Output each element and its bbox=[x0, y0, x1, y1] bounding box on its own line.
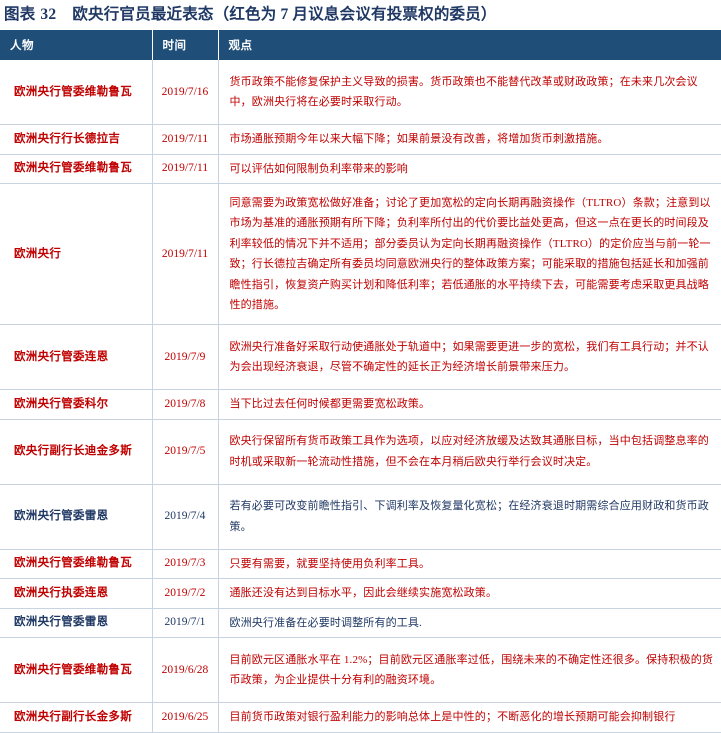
table-row: 欧洲央行管委雷恩 2019/7/1 欧洲央行准备在必要时调整所有的工具. bbox=[0, 608, 721, 638]
cell-view: 当下比过去任何时候都更需要宽松政策。 bbox=[218, 389, 721, 420]
cell-person: 欧洲央行 bbox=[0, 183, 153, 325]
cell-person: 欧央行副行长迪金多斯 bbox=[0, 419, 153, 485]
cell-person: 欧洲央行管委雷恩 bbox=[0, 608, 153, 638]
column-header-time: 时间 bbox=[152, 30, 219, 60]
table-row: 欧洲央行副行长金多斯 2019/6/25 目前货币政策对银行盈利能力的影响总体上是中… bbox=[0, 702, 721, 733]
cell-person: 欧洲央行管委维勒鲁瓦 bbox=[0, 60, 153, 125]
table-row: 欧洲央行管委维勒鲁瓦 2019/7/11 可以评估如何限制负利率带来的影响 bbox=[0, 154, 721, 184]
column-header-person: 人物 bbox=[0, 30, 153, 60]
table-row: 欧央行副行长迪金多斯 2019/7/5 欧央行保留所有货币政策工具作为选项，以应对经… bbox=[0, 419, 721, 485]
cell-view: 市场通胀预期今年以来大幅下降；如果前景没有改善，将增加货币刺激措施。 bbox=[218, 124, 721, 155]
table-row: 欧洲央行行长德拉吉 2019/7/11 市场通胀预期今年以来大幅下降；如果前景没有改… bbox=[0, 124, 721, 155]
table-header: 人物 时间 观点 bbox=[0, 30, 721, 60]
cell-view: 欧央行保留所有货币政策工具作为选项，以应对经济放缓及达致其通胀目标，当中包括调整… bbox=[218, 419, 721, 485]
cell-time: 2019/7/9 bbox=[152, 324, 219, 390]
table-row: 欧洲央行管委科尔 2019/7/8 当下比过去任何时候都更需要宽松政策。 bbox=[0, 389, 721, 420]
cell-time: 2019/6/25 bbox=[152, 702, 219, 733]
figure-title-number: 32 bbox=[40, 6, 57, 23]
table-row: 欧洲央行管委连恩 2019/7/9 欧洲央行准备好采取行动使通胀处于轨道中；如果需要… bbox=[0, 324, 721, 390]
column-header-view: 观点 bbox=[218, 30, 721, 60]
table-row: 欧洲央行管委维勒鲁瓦 2019/6/28 目前欧元区通胀水平在 1.2%；目前欧元区… bbox=[0, 637, 721, 703]
cell-view: 若有必要可改变前瞻性指引、下调利率及恢复量化宽松；在经济衰退时期需综合应用财政和… bbox=[218, 484, 721, 550]
table-row: 欧洲央行执委连恩 2019/7/2 通胀还没有达到目标水平，因此会继续实施宽松政策。 bbox=[0, 578, 721, 609]
cell-view: 欧洲央行准备在必要时调整所有的工具. bbox=[218, 608, 721, 638]
cell-view: 目前货币政策对银行盈利能力的影响总体上是中性的；不断恶化的增长预期可能会抑制银行 bbox=[218, 702, 721, 733]
cell-person: 欧洲央行管委雷恩 bbox=[0, 484, 153, 550]
cell-person: 欧洲央行副行长金多斯 bbox=[0, 702, 153, 733]
cell-view: 目前欧元区通胀水平在 1.2%；目前欧元区通胀率过低，围绕未来的不确定性还很多。… bbox=[218, 637, 721, 703]
cell-time: 2019/7/11 bbox=[152, 183, 219, 325]
cell-time: 2019/7/16 bbox=[152, 60, 219, 125]
figure-title: 图表 32 欧央行官员最近表态（红色为 7 月议息会议有投票权的委员） bbox=[0, 0, 721, 30]
table-row: 欧洲央行管委维勒鲁瓦 2019/7/16 货币政策不能修复保护主义导致的损害。货币政… bbox=[0, 60, 721, 125]
cell-person: 欧洲央行管委科尔 bbox=[0, 389, 153, 420]
cell-view: 通胀还没有达到目标水平，因此会继续实施宽松政策。 bbox=[218, 578, 721, 609]
cell-view: 货币政策不能修复保护主义导致的损害。货币政策也不能替代改革或财政政策；在未来几次… bbox=[218, 60, 721, 125]
figure-title-text: 欧央行官员最近表态（红色为 7 月议息会议有投票权的委员） bbox=[72, 6, 497, 23]
table-row: 欧洲央行管委雷恩 2019/7/4 若有必要可改变前瞻性指引、下调利率及恢复量化宽松… bbox=[0, 484, 721, 550]
table-body: 欧洲央行管委维勒鲁瓦 2019/7/16 货币政策不能修复保护主义导致的损害。货币政… bbox=[0, 60, 721, 733]
cell-time: 2019/7/11 bbox=[152, 154, 219, 184]
cell-time: 2019/7/8 bbox=[152, 389, 219, 420]
cell-person: 欧洲央行管委连恩 bbox=[0, 324, 153, 390]
cell-person: 欧洲央行管委维勒鲁瓦 bbox=[0, 154, 153, 184]
officials-statements-table: 人物 时间 观点 欧洲央行管委维勒鲁瓦 2019/7/16 货币政策不能修复保护主义… bbox=[0, 30, 721, 733]
cell-time: 2019/7/3 bbox=[152, 549, 219, 579]
cell-person: 欧洲央行行长德拉吉 bbox=[0, 124, 153, 155]
figure-title-prefix: 图表 bbox=[4, 6, 36, 23]
cell-time: 2019/7/11 bbox=[152, 124, 219, 155]
cell-view: 同意需要为政策宽松做好准备；讨论了更加宽松的定向长期再融资操作（TLTRO）条款… bbox=[218, 183, 721, 325]
cell-person: 欧洲央行管委维勒鲁瓦 bbox=[0, 637, 153, 703]
cell-time: 2019/7/2 bbox=[152, 578, 219, 609]
table-row: 欧洲央行 2019/7/11 同意需要为政策宽松做好准备；讨论了更加宽松的定向长期再… bbox=[0, 183, 721, 325]
table-header-row: 人物 时间 观点 bbox=[0, 30, 721, 60]
cell-view: 可以评估如何限制负利率带来的影响 bbox=[218, 154, 721, 184]
cell-time: 2019/7/5 bbox=[152, 419, 219, 485]
cell-view: 欧洲央行准备好采取行动使通胀处于轨道中；如果需要更进一步的宽松，我们有工具行动；… bbox=[218, 324, 721, 390]
cell-time: 2019/7/1 bbox=[152, 608, 219, 638]
table-row: 欧洲央行管委维勒鲁瓦 2019/7/3 只要有需要，就要坚持使用负利率工具。 bbox=[0, 549, 721, 579]
cell-person: 欧洲央行管委维勒鲁瓦 bbox=[0, 549, 153, 579]
cell-view: 只要有需要，就要坚持使用负利率工具。 bbox=[218, 549, 721, 579]
cell-time: 2019/7/4 bbox=[152, 484, 219, 550]
cell-person: 欧洲央行执委连恩 bbox=[0, 578, 153, 609]
cell-time: 2019/6/28 bbox=[152, 637, 219, 703]
